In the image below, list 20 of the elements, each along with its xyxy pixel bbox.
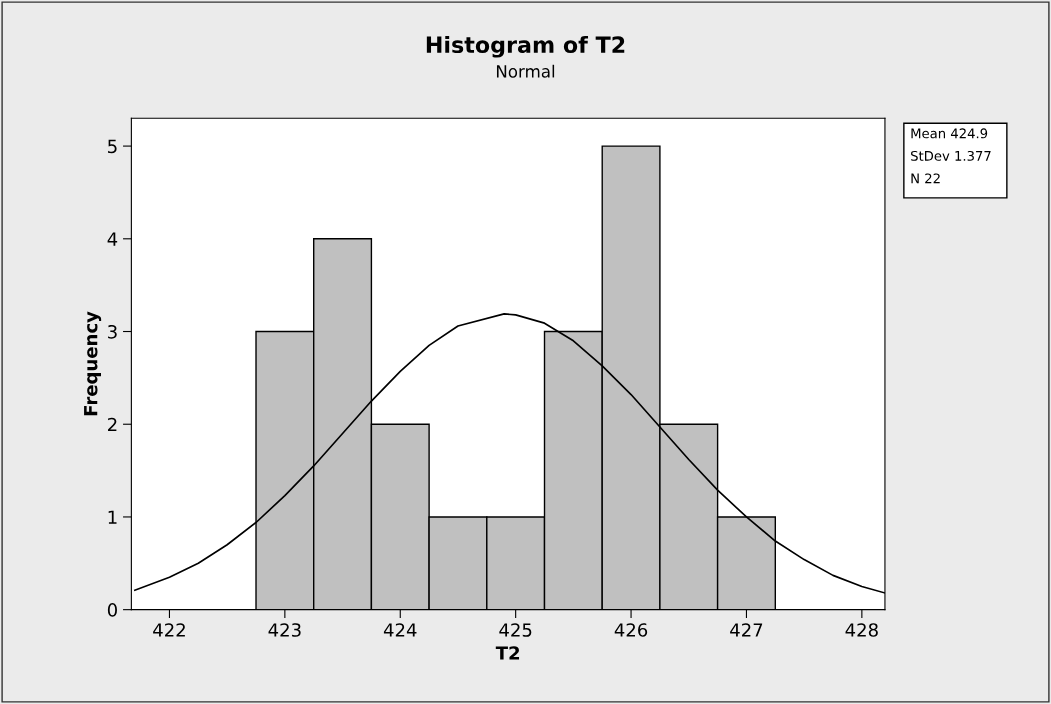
x-axis-title: T2 — [495, 646, 520, 660]
y-tick-label: 2 — [108, 417, 117, 432]
chart-subtitle: Normal — [496, 64, 555, 78]
chart-title: Histogram of T2 — [426, 35, 625, 58]
x-tick-label: 424 — [383, 623, 417, 637]
y-axis-title: Frequency — [84, 311, 102, 416]
y-tick-label: 0 — [107, 603, 117, 617]
x-tick-label: 427 — [730, 623, 763, 637]
y-tick-label: 5 — [108, 139, 117, 154]
y-tick-label: 1 — [108, 510, 117, 524]
x-tick-label: 422 — [153, 623, 185, 637]
text: StDev 1.377 — [911, 150, 991, 161]
text: N 22 — [911, 173, 940, 184]
x-tick-label: 423 — [268, 623, 301, 637]
x-tick-label: 426 — [614, 623, 648, 637]
text: Mean 424.9 — [911, 128, 988, 139]
y-tick-label: 4 — [107, 232, 118, 246]
x-tick-label: 428 — [845, 623, 878, 637]
x-tick-label: 425 — [499, 623, 532, 637]
y-tick-label: 3 — [108, 324, 117, 339]
